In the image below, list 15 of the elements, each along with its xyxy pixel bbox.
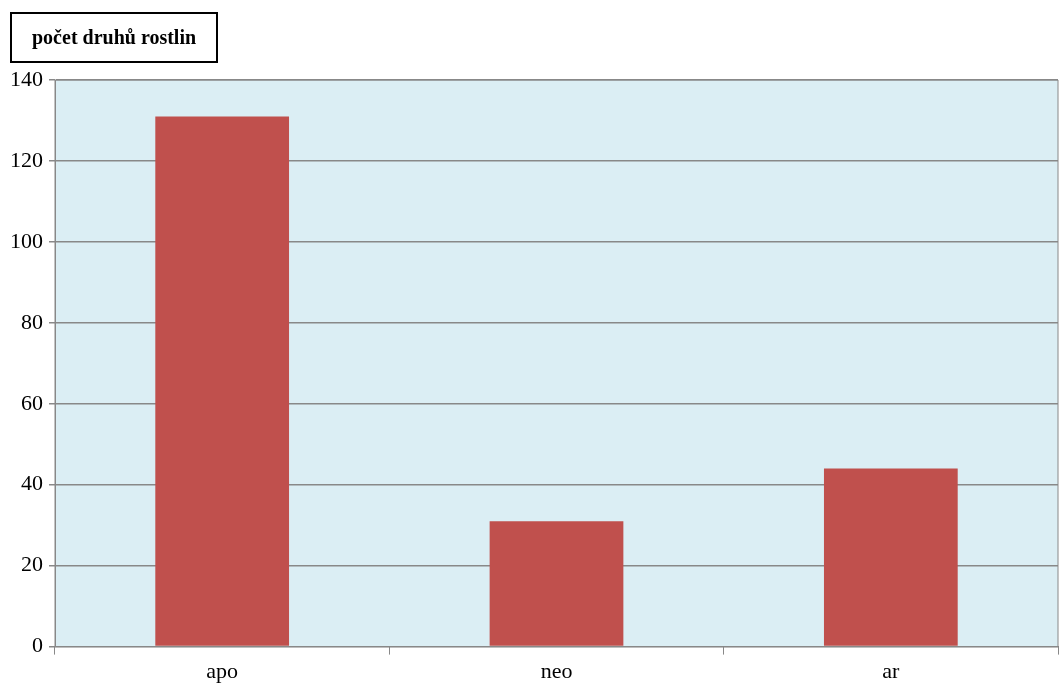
bar <box>155 116 290 646</box>
x-tick-label: neo <box>540 657 573 683</box>
y-tick-label: 40 <box>21 470 43 496</box>
bar <box>489 521 624 646</box>
bar <box>823 468 958 646</box>
y-tick-label: 140 <box>10 65 43 91</box>
y-tick-label: 120 <box>10 146 43 172</box>
x-tick-label: ar <box>882 657 901 683</box>
y-tick-label: 0 <box>32 632 43 658</box>
x-tick-label: apo <box>206 657 239 683</box>
y-tick-label: 80 <box>21 308 43 334</box>
y-tick-label: 100 <box>10 227 43 253</box>
y-tick-label: 60 <box>21 389 43 415</box>
chart-title: počet druhů rostlin <box>10 12 219 63</box>
y-tick-label: 20 <box>21 551 43 577</box>
